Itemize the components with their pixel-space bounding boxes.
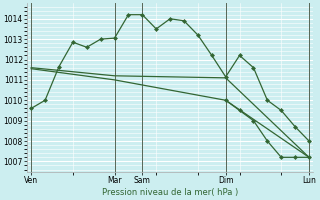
X-axis label: Pression niveau de la mer( hPa ): Pression niveau de la mer( hPa ) bbox=[102, 188, 238, 197]
